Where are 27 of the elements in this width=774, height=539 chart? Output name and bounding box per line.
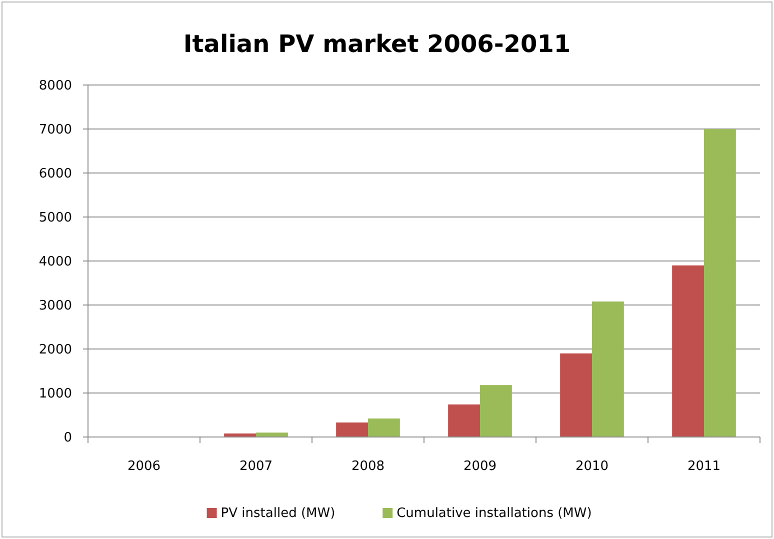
y-tick-label: 5000 (38, 210, 72, 226)
bar (368, 418, 400, 437)
chart-title: Italian PV market 2006-2011 (183, 30, 571, 58)
bar (560, 353, 592, 437)
y-tick-label: 0 (64, 430, 72, 446)
y-tick-label: 2000 (38, 342, 72, 358)
bar (448, 404, 480, 437)
y-tick-label: 4000 (38, 254, 72, 270)
y-tick-label: 8000 (38, 78, 72, 94)
legend-label: PV installed (MW) (220, 506, 336, 521)
x-tick-label: 2006 (127, 459, 161, 474)
y-tick-label: 3000 (38, 298, 72, 314)
x-tick-label: 2010 (575, 459, 609, 474)
y-tick-label: 1000 (38, 386, 72, 402)
legend-label: Cumulative installations (MW) (396, 506, 592, 521)
x-tick-label: 2011 (687, 459, 721, 474)
x-tick-label: 2008 (351, 459, 385, 474)
bar (336, 422, 368, 437)
x-tick-label: 2007 (239, 459, 273, 474)
x-tick-label: 2009 (463, 459, 497, 474)
bar (704, 129, 736, 437)
bar (672, 265, 704, 437)
bar (592, 301, 624, 437)
y-tick-label: 7000 (38, 122, 72, 138)
bar (256, 432, 288, 437)
bar (480, 385, 512, 437)
y-tick-label: 6000 (38, 166, 72, 182)
